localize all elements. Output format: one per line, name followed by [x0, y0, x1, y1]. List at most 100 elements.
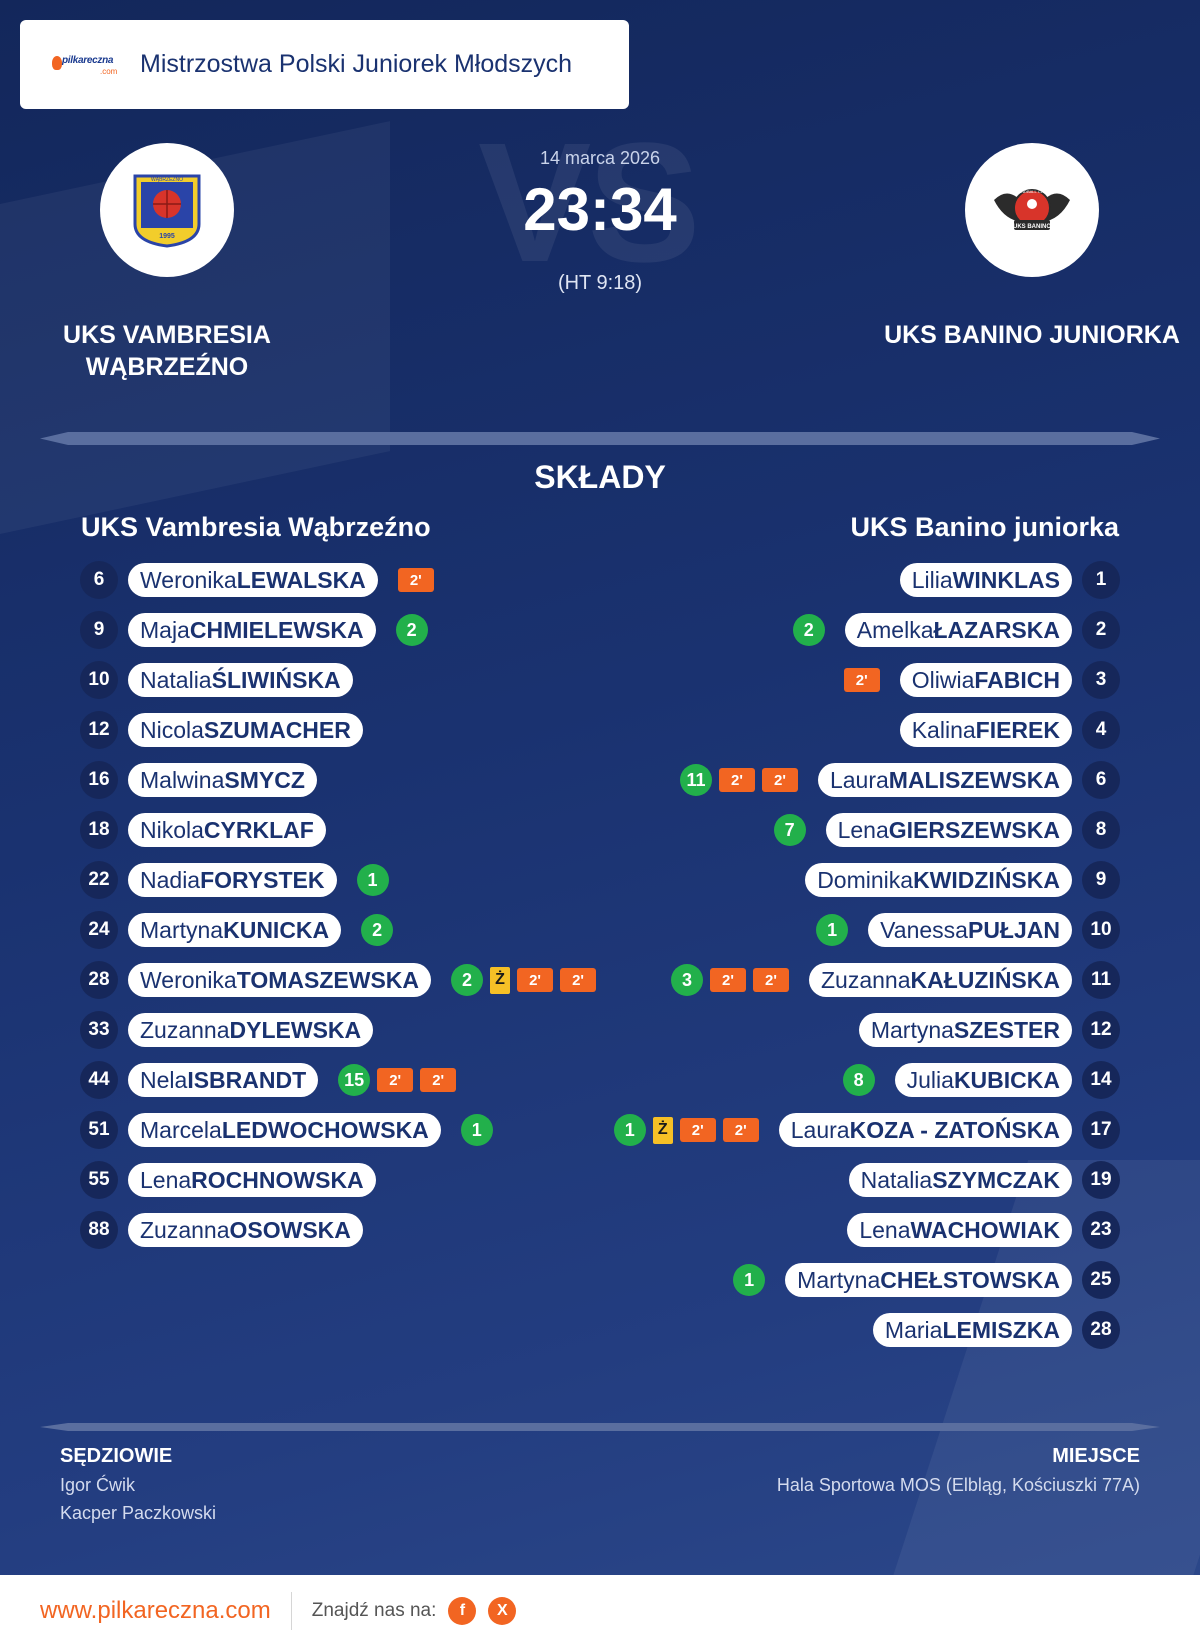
- player-events: 2: [361, 914, 394, 946]
- shirt-number: 28: [80, 961, 118, 999]
- shirt-number: 2: [1082, 611, 1120, 649]
- player-row: 1 Ż 2' 2' Laura KOZA - ZATOŃSKA 17: [580, 1105, 1200, 1155]
- section-divider: [40, 432, 1160, 445]
- footer-bar: www.pilkareczna.com Znajdź nas na: f X: [0, 1575, 1200, 1646]
- away-team-crest: HANDBALL CLUB UKS BANINO: [965, 143, 1099, 277]
- footer-separator: [290, 1591, 292, 1630]
- suspension-badge: 2': [709, 968, 746, 992]
- player-last-name: TOMASZEWSKA: [236, 966, 420, 993]
- player-name[interactable]: Weronika TOMASZEWSKA: [128, 963, 432, 997]
- shirt-number: 12: [80, 711, 118, 749]
- player-last-name: ŁAZARSKA: [933, 616, 1061, 643]
- player-row: 55 Lena ROCHNOWSKA: [0, 1155, 700, 1205]
- player-name[interactable]: Lilia WINKLAS: [899, 563, 1072, 597]
- player-first-name: Lilia: [911, 566, 953, 593]
- player-name[interactable]: Nikola CYRKLAF: [128, 813, 326, 847]
- player-name[interactable]: Zuzanna KAŁUZIŃSKA: [808, 963, 1072, 997]
- player-name[interactable]: Julia KUBICKA: [894, 1063, 1072, 1097]
- player-name[interactable]: Martyna SZESTER: [858, 1013, 1072, 1047]
- player-last-name: CHMIELEWSKA: [189, 616, 364, 643]
- player-name[interactable]: Martyna CHEŁSTOWSKA: [785, 1263, 1072, 1297]
- vambresia-crest-icon: WĄBRZEŹNO 1995: [133, 174, 201, 248]
- home-squad-list: 6 Weronika LEWALSKA 2' 9 Maja CHMIELEWSKA 2 10…: [0, 555, 700, 1255]
- yellow-card-badge: Ż: [490, 966, 511, 994]
- player-last-name: KWIDZIŃSKA: [913, 866, 1060, 893]
- goals-badge: 1: [613, 1114, 646, 1146]
- player-first-name: Martyna: [870, 1016, 954, 1043]
- shirt-number: 6: [80, 561, 118, 599]
- player-events: 15 2' 2': [338, 1064, 457, 1096]
- vs-watermark: VS: [478, 108, 701, 298]
- player-name[interactable]: Lena GIERSZEWSKA: [825, 813, 1072, 847]
- player-events: 11 2' 2': [679, 764, 798, 796]
- goals-badge: 15: [338, 1064, 371, 1096]
- player-events: 1: [816, 914, 849, 946]
- player-events: 2': [397, 568, 434, 592]
- shirt-number: 6: [1082, 761, 1120, 799]
- player-name[interactable]: Vanessa PUŁJAN: [868, 913, 1072, 947]
- player-name[interactable]: Maja CHMIELEWSKA: [128, 613, 376, 647]
- goals-badge: 2: [451, 964, 484, 996]
- find-us-label: Znajdź nas na:: [311, 1599, 437, 1621]
- shirt-number: 25: [1082, 1261, 1120, 1299]
- player-name[interactable]: Lena WACHOWIAK: [847, 1213, 1072, 1247]
- shirt-number: 44: [80, 1061, 118, 1099]
- player-events: 2: [395, 614, 428, 646]
- player-last-name: WACHOWIAK: [910, 1216, 1060, 1243]
- player-last-name: SZUMACHER: [203, 716, 351, 743]
- shirt-number: 14: [1082, 1061, 1120, 1099]
- player-row: Lilia WINKLAS 1: [580, 555, 1200, 605]
- player-name[interactable]: Nicola SZUMACHER: [128, 713, 363, 747]
- player-first-name: Weronika: [140, 566, 237, 593]
- shirt-number: 16: [80, 761, 118, 799]
- shirt-number: 23: [1082, 1211, 1120, 1249]
- shirt-number: 10: [1082, 911, 1120, 949]
- player-name[interactable]: Natalia SZYMCZAK: [848, 1163, 1072, 1197]
- x-icon[interactable]: X: [488, 1596, 517, 1625]
- player-last-name: DYLEWSKA: [229, 1016, 362, 1043]
- player-name[interactable]: Marcela LEDWOCHOWSKA: [128, 1113, 441, 1147]
- player-name[interactable]: Oliwia FABICH: [899, 663, 1072, 697]
- player-name[interactable]: Natalia ŚLIWIŃSKA: [128, 663, 353, 697]
- player-events: 2: [792, 614, 825, 646]
- player-name[interactable]: Weronika LEWALSKA: [128, 563, 378, 597]
- player-last-name: LEMISZKA: [942, 1316, 1060, 1343]
- player-events: 7: [773, 814, 806, 846]
- player-first-name: Zuzanna: [140, 1016, 230, 1043]
- player-first-name: Oliwia: [911, 666, 975, 693]
- player-row: 44 Nela ISBRANDT 15 2' 2': [0, 1055, 700, 1105]
- svg-text:1995: 1995: [159, 233, 175, 240]
- home-squad-title: UKS Vambresia Wąbrzeźno: [81, 512, 431, 542]
- player-row: Lena WACHOWIAK 23: [580, 1205, 1200, 1255]
- lineups-heading: SKŁADY: [534, 459, 666, 495]
- player-name[interactable]: Kalina FIEREK: [899, 713, 1072, 747]
- player-name[interactable]: Amelka ŁAZARSKA: [844, 613, 1072, 647]
- player-last-name: GIERSZEWSKA: [888, 816, 1060, 843]
- player-last-name: FIEREK: [975, 716, 1060, 743]
- site-link[interactable]: www.pilkareczna.com: [40, 1596, 271, 1624]
- shirt-number: 88: [80, 1211, 118, 1249]
- venue-heading: MIEJSCE: [1052, 1445, 1140, 1467]
- competition-title: Mistrzostwa Polski Juniorek Młodszych: [140, 50, 573, 78]
- player-name[interactable]: Martyna KUNICKA: [128, 913, 342, 947]
- shirt-number: 9: [1082, 861, 1120, 899]
- player-name[interactable]: Maria LEMISZKA: [872, 1313, 1072, 1347]
- player-name[interactable]: Nadia FORYSTEK: [128, 863, 337, 897]
- player-first-name: Natalia: [140, 666, 212, 693]
- facebook-icon[interactable]: f: [448, 1596, 477, 1625]
- goals-badge: 11: [679, 764, 712, 796]
- player-name[interactable]: Laura KOZA - ZATOŃSKA: [778, 1113, 1072, 1147]
- player-name[interactable]: Zuzanna OSOWSKA: [128, 1213, 363, 1247]
- player-name[interactable]: Nela ISBRANDT: [128, 1063, 319, 1097]
- player-name[interactable]: Lena ROCHNOWSKA: [128, 1163, 376, 1197]
- pilkareczna-logo[interactable]: pilkareczna .com: [50, 50, 120, 80]
- player-name[interactable]: Malwina SMYCZ: [128, 763, 317, 797]
- player-name[interactable]: Zuzanna DYLEWSKA: [128, 1013, 374, 1047]
- player-row: 1 Vanessa PUŁJAN 10: [580, 905, 1200, 955]
- player-name[interactable]: Dominika KWIDZIŃSKA: [805, 863, 1072, 897]
- player-first-name: Martyna: [797, 1266, 881, 1293]
- player-name[interactable]: Laura MALISZEWSKA: [817, 763, 1072, 797]
- suspension-badge: 2': [377, 1068, 414, 1092]
- player-row: 11 2' 2' Laura MALISZEWSKA 6: [580, 755, 1200, 805]
- player-row: 16 Malwina SMYCZ: [0, 755, 700, 805]
